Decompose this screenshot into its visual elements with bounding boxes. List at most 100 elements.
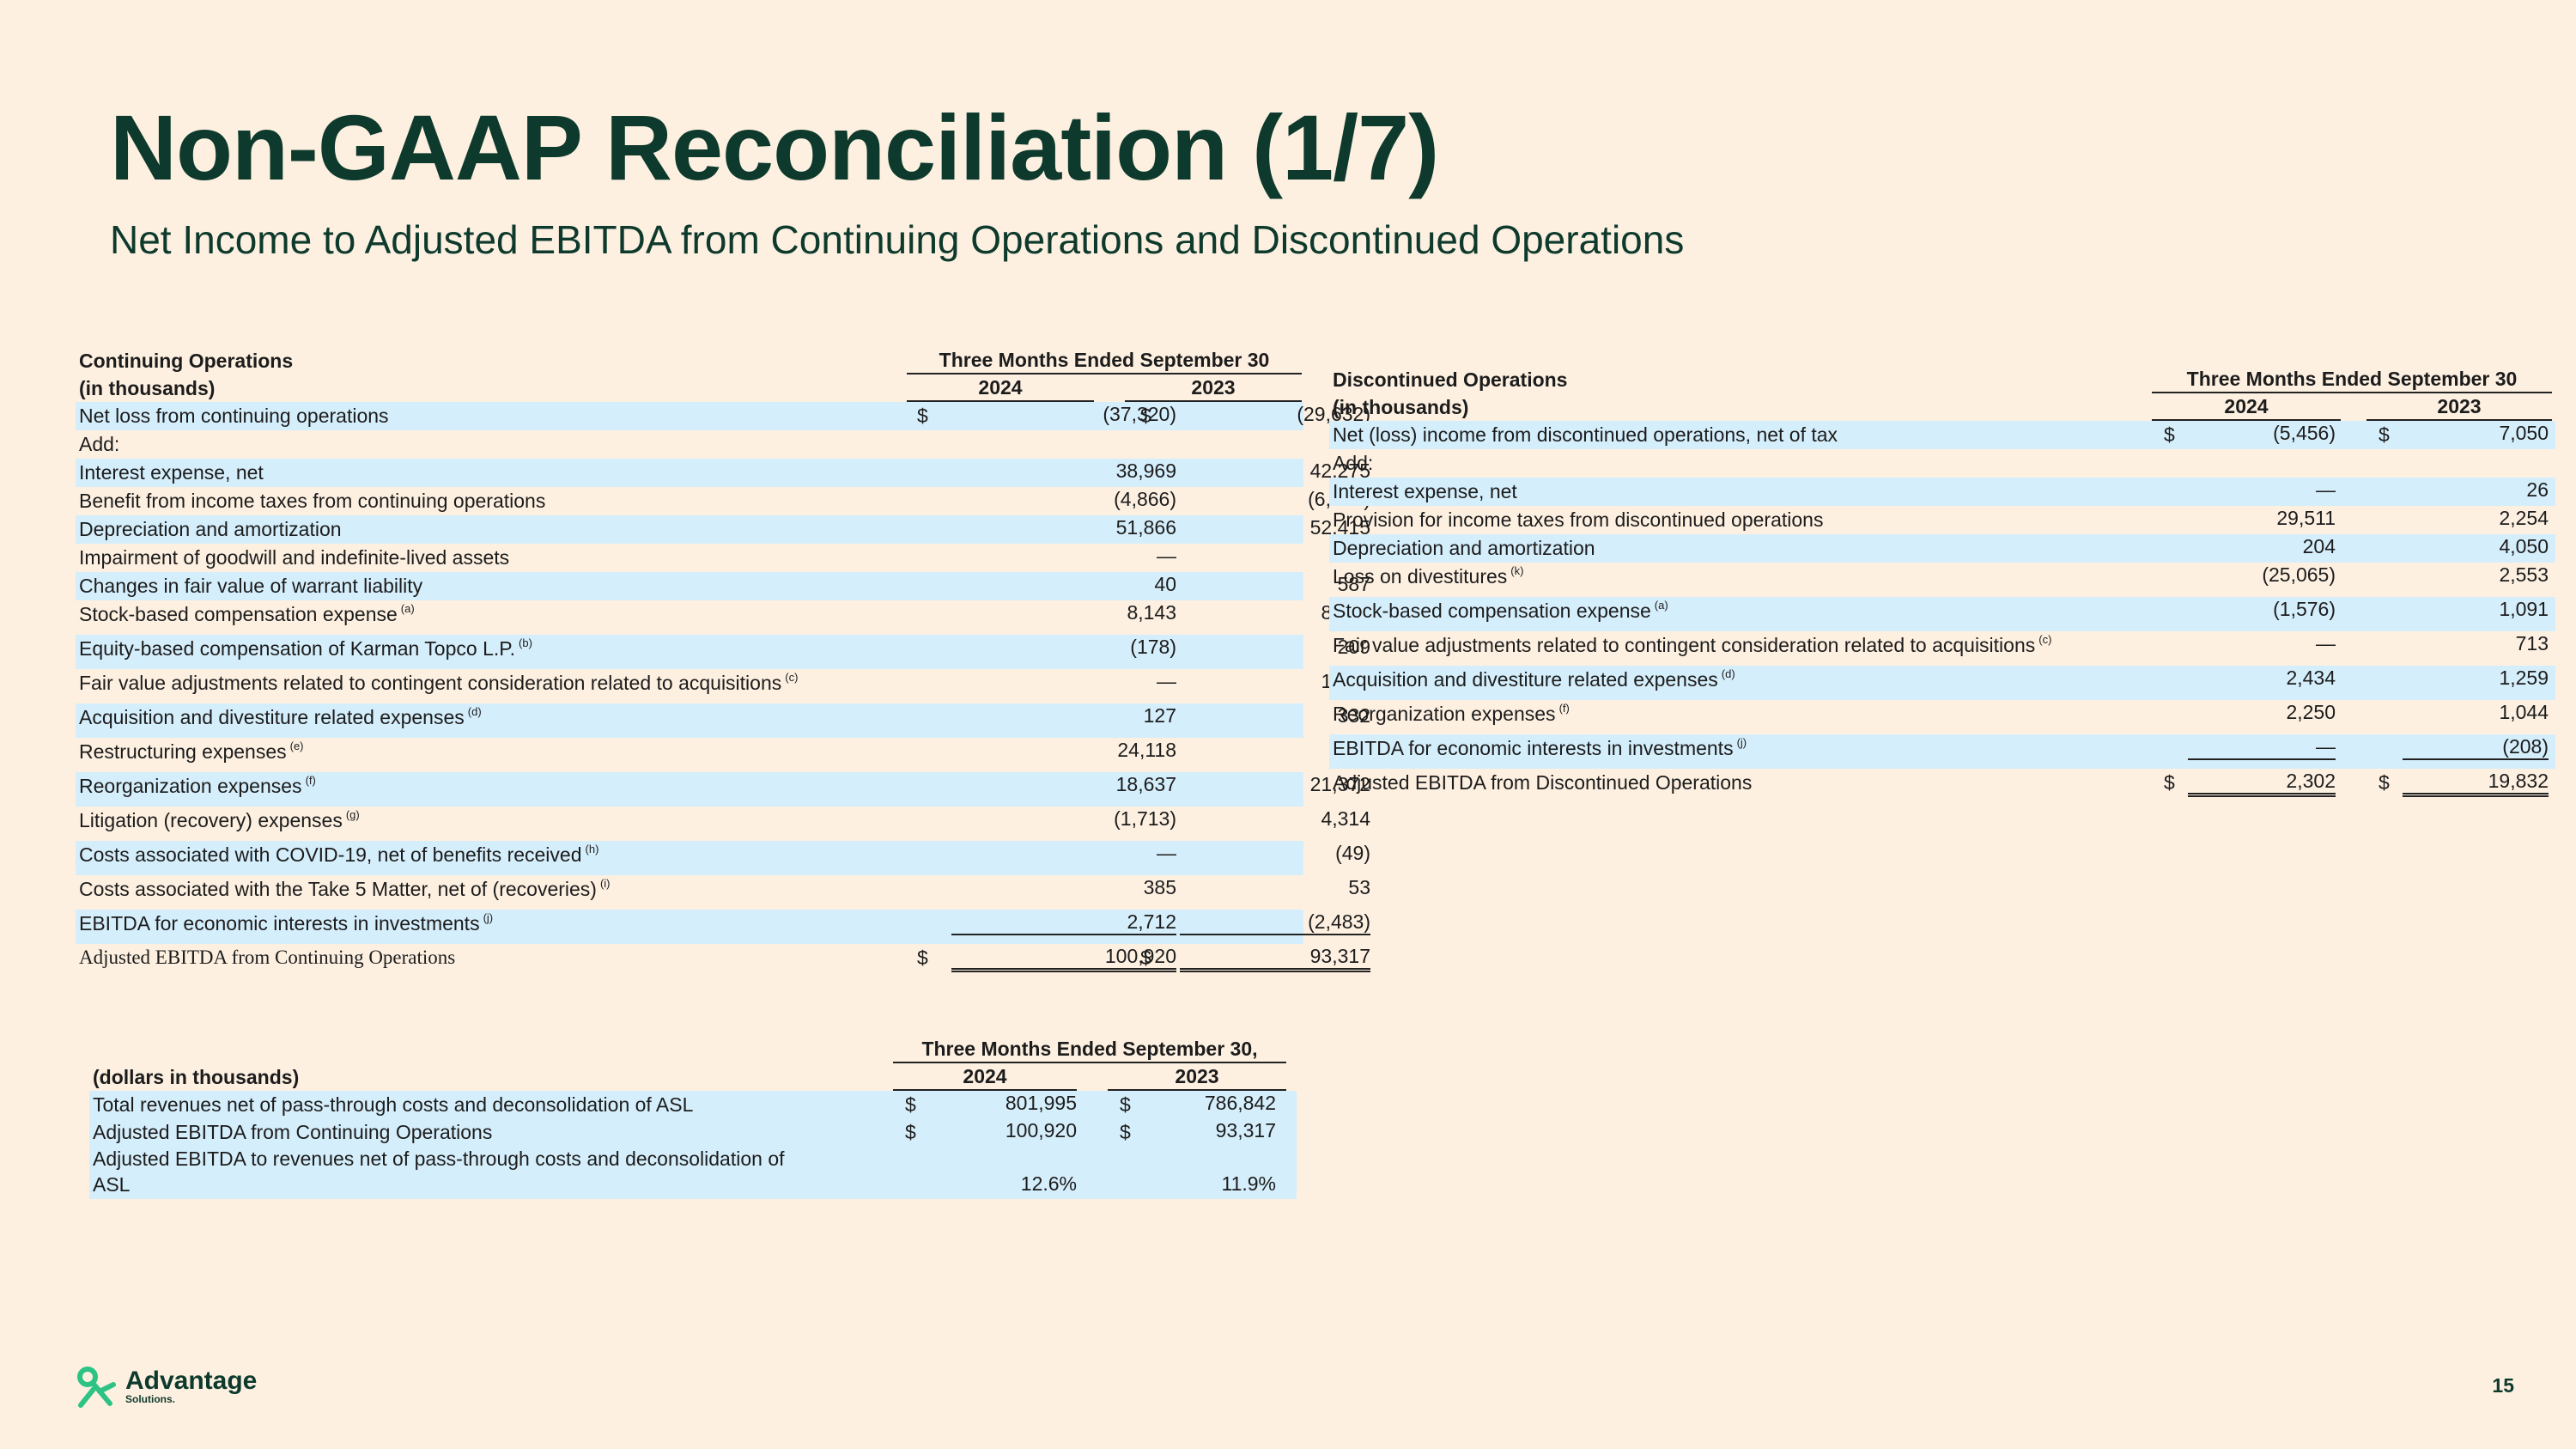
table-row: Benefit from income taxes from continuin… xyxy=(76,487,1370,515)
row-label-text: Stock-based compensation expense xyxy=(1333,600,1651,622)
table-row: Depreciation and amortization 204 4,050 xyxy=(1329,534,2555,563)
footnote-marker: (i) xyxy=(599,877,611,890)
row-label: Adjusted EBITDA from Continuing Operatio… xyxy=(93,1118,492,1146)
value-2024: 24,118 xyxy=(1117,739,1176,761)
row-label: Litigation (recovery) expenses (g) xyxy=(79,807,360,834)
row-label-text: Depreciation and amortization xyxy=(1333,537,1595,559)
table-row: EBITDA for economic interests in investm… xyxy=(1329,734,2555,769)
footnote-marker: (b) xyxy=(519,636,532,649)
footnote-marker: (h) xyxy=(585,843,599,855)
row-label-text: Provision for income taxes from disconti… xyxy=(1333,508,1824,531)
value-2023: 1,044 xyxy=(2499,701,2549,723)
discontinued-operations-table: Discontinued Operations Three Months End… xyxy=(1329,366,2555,800)
row-label-text: Adjusted EBITDA from Discontinued Operat… xyxy=(1333,771,1753,794)
row-label-text: Net loss from continuing operations xyxy=(79,405,389,427)
footnote-marker: (f) xyxy=(1558,702,1570,715)
value-2024: (5,456) xyxy=(2273,422,2336,444)
value-2024: 29,511 xyxy=(2276,507,2336,529)
row-label-text: Loss on divestitures xyxy=(1333,565,1508,588)
footnote-marker: (j) xyxy=(483,911,494,924)
row-label: Restructuring expenses (e) xyxy=(79,738,304,765)
value-2024: — xyxy=(1157,842,1176,864)
year-header-2024: 2024 xyxy=(907,374,1094,402)
table-row: EBITDA for economic interests in investm… xyxy=(76,910,1370,944)
table-row: Reorganization expenses (f) 2,250 1,044 xyxy=(1329,700,2555,734)
row-label: Acquisition and divestiture related expe… xyxy=(1333,666,1735,693)
row-label: Equity-based compensation of Karman Topc… xyxy=(79,635,532,662)
row-label-text: Add: xyxy=(79,433,120,455)
footnote-marker: (a) xyxy=(1654,599,1668,612)
logo-wordmark: Advantage xyxy=(125,1367,258,1395)
table-body: Net (loss) income from discontinued oper… xyxy=(1329,421,2555,800)
logo-text: Advantage Solutions. xyxy=(125,1367,258,1406)
row-label-text: EBITDA for economic interests in investm… xyxy=(79,912,480,935)
table-row: Stock-based compensation expense (a) 8,143… xyxy=(76,600,1370,635)
value-2023: 93,317 xyxy=(1180,944,1370,972)
currency-symbol: $ xyxy=(2379,423,2390,446)
table-row: Litigation (recovery) expenses (g) (1,713)… xyxy=(76,807,1370,841)
row-label: Benefit from income taxes from continuin… xyxy=(79,487,545,514)
value-2023: 332 xyxy=(1337,704,1370,727)
period-header: Three Months Ended September 30 xyxy=(2152,366,2552,393)
value-2024: 38,969 xyxy=(1115,460,1176,482)
adjusted-ebitda-margin-table: Three Months Ended September 30, (dollar… xyxy=(89,1036,1297,1199)
row-label: Fair value adjustments related to contin… xyxy=(79,669,798,697)
year-header-2023: 2023 xyxy=(1125,374,1302,402)
row-label-line-1: Adjusted EBITDA to revenues net of pass-… xyxy=(93,1148,785,1170)
row-label: EBITDA for economic interests in investm… xyxy=(1333,734,1747,762)
period-header: Three Months Ended September 30 xyxy=(907,347,1302,374)
currency-symbol: $ xyxy=(905,1121,916,1143)
units-label: (dollars in thousands) xyxy=(93,1066,300,1088)
row-label-text: Interest expense, net xyxy=(79,461,264,484)
row-label: Reorganization expenses (f) xyxy=(79,772,316,800)
table-row: Impairment of goodwill and indefinite-li… xyxy=(76,544,1370,572)
row-label: Add: xyxy=(1333,449,1373,477)
value-2023: 93,317 xyxy=(1215,1119,1276,1142)
table-row: Add: xyxy=(76,430,1303,459)
value-2024: 2,302 xyxy=(2188,769,2336,797)
table-row: Equity-based compensation of Karman Topc… xyxy=(76,635,1370,669)
table-heading: Discontinued Operations xyxy=(1333,368,1568,391)
table-row: Stock-based compensation expense (a) (1,57… xyxy=(1329,597,2555,631)
currency-symbol: $ xyxy=(1140,405,1151,427)
company-logo: Advantage Solutions. xyxy=(76,1366,257,1409)
value-2023: (49) xyxy=(1335,842,1370,864)
row-label: Fair value adjustments related to contin… xyxy=(1333,631,2051,659)
row-label: Reorganization expenses (f) xyxy=(1333,700,1570,728)
table-row: Reorganization expenses (f) 18,637 21,372 xyxy=(76,772,1370,807)
row-label: Interest expense, net xyxy=(1333,478,1517,505)
footnote-marker: (k) xyxy=(1510,564,1524,577)
currency-symbol: $ xyxy=(2164,423,2175,446)
value-2023: 713 xyxy=(2515,632,2549,654)
row-label: Add: xyxy=(79,430,119,458)
advantage-mark-icon xyxy=(77,1367,116,1408)
continuing-operations-table: Continuing Operations Three Months Ended… xyxy=(76,347,1370,975)
value-2024: 801,995 xyxy=(1005,1092,1077,1114)
value-2024: 2,250 xyxy=(2286,701,2336,723)
row-label-text: Adjusted EBITDA from Continuing Operatio… xyxy=(79,947,456,968)
value-2023: 786,842 xyxy=(1204,1092,1276,1114)
value-2024: (178) xyxy=(1130,636,1176,658)
row-label-text: Litigation (recovery) expenses xyxy=(79,809,343,831)
row-label: Adjusted EBITDA from Discontinued Operat… xyxy=(1333,769,1752,796)
table-row: Costs associated with the Take 5 Matter,… xyxy=(76,875,1370,910)
footnote-marker: (c) xyxy=(785,671,799,684)
table-row: Adjusted EBITDA to revenues net of pass-… xyxy=(89,1146,1297,1199)
value-2023: 7,050 xyxy=(2499,422,2549,444)
footnote-marker: (f) xyxy=(305,774,316,787)
table-body: Total revenues net of pass-through costs… xyxy=(89,1091,1297,1199)
table-row: Add: xyxy=(1329,449,2555,478)
table-row: Provision for income taxes from disconti… xyxy=(1329,506,2555,534)
row-label: Acquisition and divestiture related expe… xyxy=(79,703,482,731)
row-label-text: Restructuring expenses xyxy=(79,740,287,763)
row-label-line-2: ASL xyxy=(93,1173,131,1196)
table-header-row: Discontinued Operations Three Months End… xyxy=(1329,366,2555,393)
row-label: Depreciation and amortization xyxy=(79,515,342,543)
total-row: Adjusted EBITDA from Discontinued Operat… xyxy=(1329,769,2555,800)
row-label: Changes in fair value of warrant liabili… xyxy=(79,572,422,600)
row-label-text: Changes in fair value of warrant liabili… xyxy=(79,575,423,597)
value-2024: (1,576) xyxy=(2273,598,2336,620)
value-2024: 40 xyxy=(1154,573,1176,595)
value-2024: — xyxy=(2188,734,2336,760)
value-2023: 26 xyxy=(2526,478,2549,501)
